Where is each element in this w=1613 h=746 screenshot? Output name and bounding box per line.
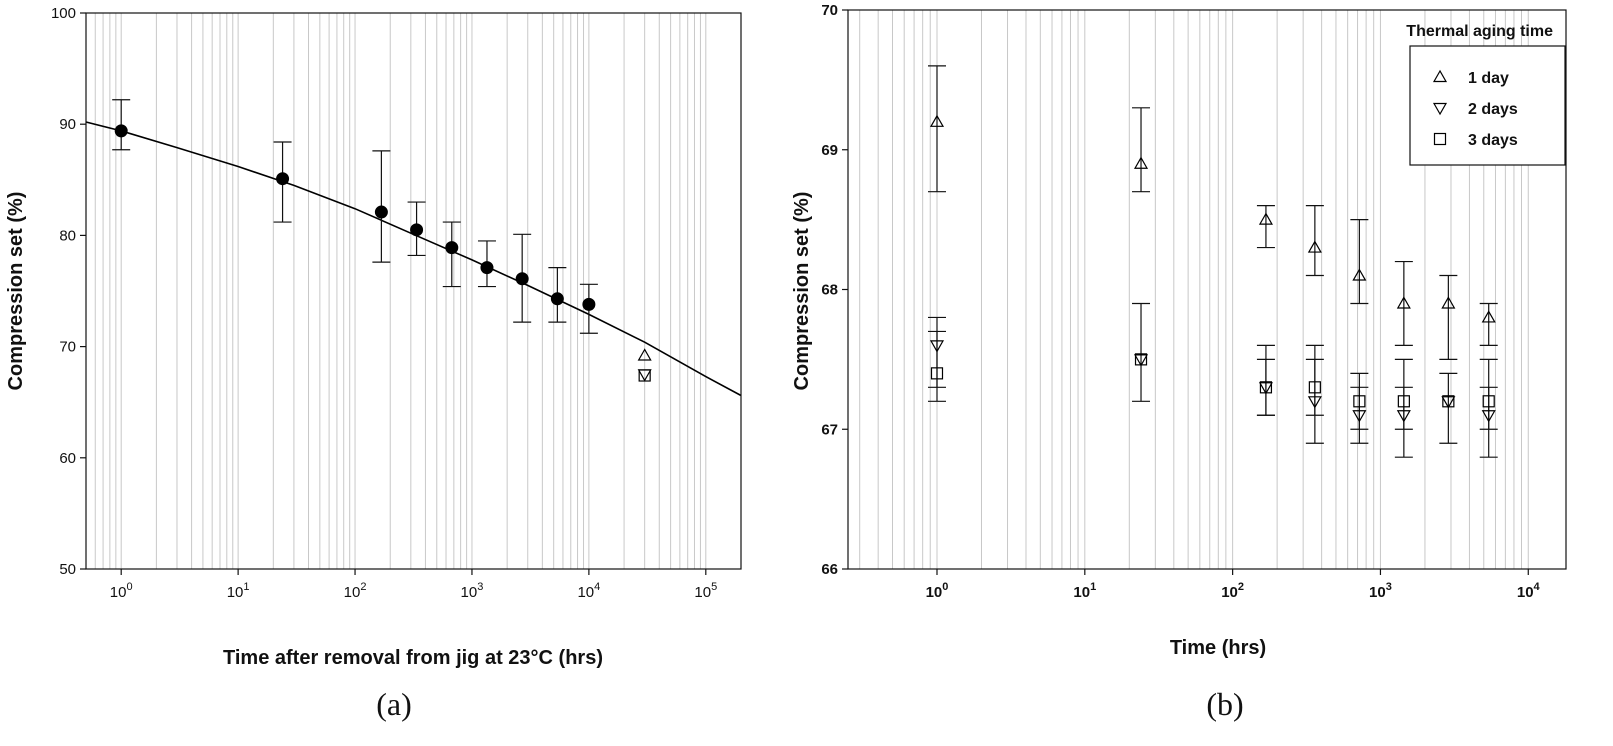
data-point-triangle-up [929,114,945,127]
plot-frame [85,12,742,570]
panel-label-a: (a) [376,686,412,722]
x-tick-label: 100 [926,581,949,601]
data-point-square [1353,395,1366,408]
data-point-triangle-down [929,340,945,353]
x-tick-label: 103 [461,581,484,601]
legend-marker-triangle-up [1432,69,1448,83]
fit-curve-a-group [85,121,742,397]
data-point-filled-circle [374,205,388,219]
data-point-filled-circle [410,223,424,237]
data-point-triangle-down [1396,410,1411,423]
data-point-square [638,369,651,382]
data-point-triangle-up [1258,212,1273,225]
data-point-triangle-down [1481,410,1496,423]
y-axis-label-a: Compression set (%) [5,192,27,391]
data-point-triangle-up [1396,296,1411,309]
chart-panel-a: 50 60 70 80 90 100 100 101 102 103 104 105 Time aft… [5,5,742,722]
x-tick-label: 102 [344,581,367,601]
chart-panel-b: 66 67 68 69 70 100 101 102 103 104 Thermal aging … [791,2,1567,722]
x-tick-label: 104 [577,581,600,601]
data-point-triangle-up [1352,268,1367,281]
data-point-filled-circle [515,272,529,286]
y-tick-label: 60 [59,450,76,467]
data-points-a [114,124,652,382]
legend-entry-label: 2 days [1468,101,1518,118]
fit-curve [85,121,742,397]
legend-marker-square [1433,132,1447,146]
x-tick-label: 105 [694,581,717,601]
data-point-triangle-up [1307,240,1322,253]
y-tick-label: 70 [59,339,76,356]
data-points-b [929,114,1496,423]
y-tick-label: 80 [59,227,76,244]
x-axis-label-b: Time (hrs) [1170,637,1266,659]
data-point-triangle-down [1441,396,1456,409]
data-point-square [1259,381,1273,394]
x-tick-label: 101 [1073,581,1096,601]
data-point-filled-circle [276,172,290,186]
data-point-triangle-up [1133,156,1149,169]
x-tick-label: 104 [1517,581,1541,601]
y-tick-label: 70 [821,2,838,19]
y-axis-label-b: Compression set (%) [791,192,813,391]
y-tick-label: 66 [821,561,838,578]
x-tick-label: 103 [1369,581,1392,601]
y-tick-label: 50 [59,561,76,578]
y-tick-label: 69 [821,142,838,159]
data-point-filled-circle [114,124,128,138]
axes-b: 66 67 68 69 70 100 101 102 103 104 [821,2,1567,601]
axes-a: 50 60 70 80 90 100 100 101 102 103 104 105 [51,5,742,601]
legend-entry-label: 1 day [1468,70,1509,87]
grid-a [94,13,707,569]
y-tick-label: 90 [59,116,76,133]
data-point-square [1134,353,1148,366]
data-point-triangle-up [1481,310,1496,323]
x-tick-label: 102 [1221,581,1244,601]
data-point-square [1397,395,1410,408]
legend-title: Thermal aging time [1406,23,1553,40]
x-tick-label: 100 [110,581,133,601]
data-point-triangle-up [1441,296,1456,309]
data-point-triangle-up [637,348,652,361]
data-point-triangle-down [1133,354,1149,367]
y-tick-label: 68 [821,282,838,299]
data-point-filled-circle [480,261,494,275]
data-point-square [1482,395,1495,408]
data-point-filled-circle [445,241,459,255]
legend-b: Thermal aging time 1 day 2 days 3 days [1406,23,1566,166]
data-point-filled-circle [550,292,564,306]
y-tick-label: 100 [51,5,76,22]
data-point-triangle-down [1307,396,1322,409]
data-point-square [1308,381,1321,394]
error-bars-b [927,65,1498,458]
data-point-triangle-down [1258,382,1273,395]
panel-label-b: (b) [1206,686,1243,722]
data-point-square [1442,395,1455,408]
x-axis-label-a: Time after removal from jig at 23°C (hrs… [223,647,603,669]
y-tick-label: 67 [821,421,838,438]
x-tick-label: 101 [227,581,250,601]
data-point-square [930,367,944,380]
data-point-filled-circle [582,297,596,311]
legend-entry-label: 3 days [1468,132,1518,149]
legend-marker-triangle-down [1432,102,1448,116]
data-point-triangle-down [1352,410,1367,423]
